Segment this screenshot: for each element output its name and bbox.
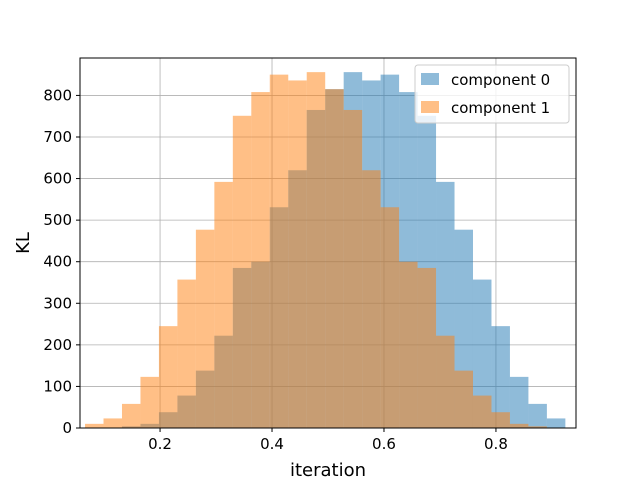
histogram-bars (85, 72, 566, 429)
bar-series-1-bin-10 (269, 74, 289, 428)
plot-frame (79, 57, 577, 429)
legend-label-component-0: component 0 (451, 71, 550, 89)
y-tick-label: 200 (43, 336, 72, 354)
bar-series-1-bin-9 (251, 92, 270, 428)
bar-series-0-bin-24 (546, 418, 566, 428)
bar-series-1-bin-0 (85, 423, 104, 428)
bar-series-1-bin-2 (121, 403, 141, 428)
bar-series-1-bin-23 (509, 423, 529, 428)
x-axis-label: iteration (290, 460, 366, 480)
bar-series-1-bin-19 (436, 335, 455, 428)
bar-series-0-bin-20 (472, 279, 492, 428)
bar-series-0-bin-21 (491, 326, 510, 428)
y-tick-label: 600 (43, 170, 72, 188)
bar-series-1-bin-3 (140, 376, 159, 428)
bar-series-1-bin-15 (362, 170, 381, 428)
bar-series-1-bin-24 (528, 426, 547, 428)
legend-swatch-component-0 (421, 73, 439, 85)
bar-series-1-bin-14 (343, 109, 363, 428)
y-tick-label: 300 (43, 294, 72, 312)
legend: component 0 component 1 (414, 64, 570, 124)
y-tick-label: 400 (43, 253, 72, 271)
x-tick-label: 0.8 (484, 435, 508, 453)
y-tick-label: 500 (43, 211, 72, 229)
x-tick-label: 0.4 (260, 435, 284, 453)
bar-series-1-bin-18 (417, 267, 437, 428)
y-tick-label: 700 (43, 128, 72, 146)
axis-ticks: 0.2 0.4 0.6 0.8 0 100 200 300 400 500 600 700 800 (43, 86, 508, 453)
bar-series-1-bin-12 (306, 72, 326, 429)
bar-series-1-bin-1 (103, 418, 122, 428)
bar-series-1-bin-7 (214, 181, 233, 428)
bar-series-1-bin-11 (288, 80, 307, 429)
bar-series-1-bin-20 (454, 370, 473, 428)
bar-series-1-bin-21 (472, 395, 492, 428)
x-tick-label: 0.6 (372, 435, 396, 453)
bar-series-0-bin-22 (509, 376, 529, 428)
bar-series-1-bin-17 (399, 261, 418, 428)
bar-series-1-bin-13 (325, 89, 344, 428)
y-axis-label: KL (13, 232, 34, 254)
y-tick-label: 0 (62, 419, 72, 437)
bar-series-1-bin-16 (380, 207, 400, 428)
bar-series-1-bin-8 (232, 115, 252, 429)
legend-box (414, 64, 570, 124)
bar-series-1-bin-5 (177, 279, 196, 428)
legend-label-component-1: component 1 (451, 99, 550, 117)
bar-series-0-bin-23 (528, 403, 547, 428)
y-tick-label: 800 (43, 86, 72, 104)
bar-series-1-bin-6 (195, 229, 215, 428)
legend-swatch-component-1 (421, 101, 439, 113)
y-tick-label: 100 (43, 377, 72, 395)
bar-series-1-bin-22 (491, 412, 510, 428)
x-tick-label: 0.2 (148, 435, 172, 453)
bar-series-1-bin-4 (158, 326, 178, 428)
